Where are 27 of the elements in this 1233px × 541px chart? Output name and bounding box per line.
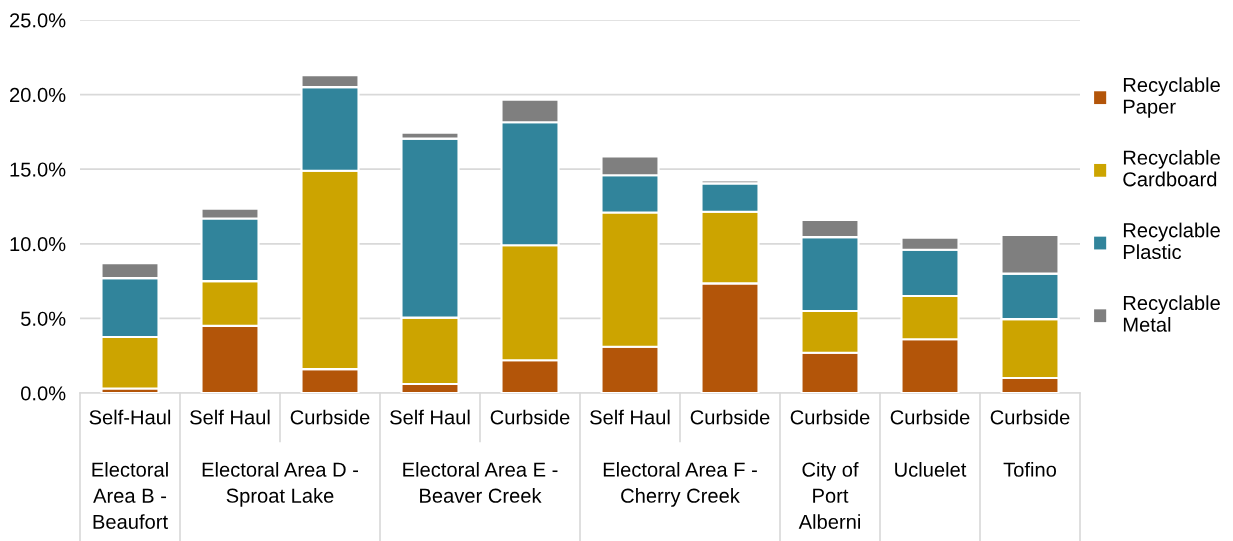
legend-label: Recyclable Plastic (1123, 222, 1220, 260)
text: Ucluelet (895, 462, 967, 477)
x-tick-label: Curbside (790, 409, 870, 425)
x-tick-label: Curbside (490, 409, 570, 425)
y-tick-label: 5.0% (21, 311, 66, 326)
text: Electoral Area D - Sproat Lake (202, 462, 359, 507)
y-tick-label: 25.0% (10, 13, 66, 28)
x-tick-label: Self Haul (590, 409, 670, 425)
legend-label: Recyclable Paper (1123, 77, 1220, 118)
y-tick-label: 0.0% (21, 386, 66, 401)
x-tick-label: Curbside (690, 409, 770, 425)
legend-label: Recyclable Cardboard (1123, 149, 1220, 187)
text: Electoral Area E - Beaver Creek (403, 462, 558, 503)
x-tick-label: Self-Haul (89, 409, 171, 425)
x-tick-label: Self Haul (190, 409, 270, 425)
y-tick-label: 15.0% (10, 162, 66, 177)
x-tick-label: Curbside (290, 409, 370, 425)
y-tick-label: 10.0% (10, 237, 66, 252)
legend-label: Recyclable Metal (1123, 295, 1220, 332)
x-tick-label: Curbside (990, 409, 1070, 425)
x-tick-label: Curbside (890, 409, 970, 425)
text: Electoral Area B - Beaufort (92, 462, 168, 529)
text: Tofino (1003, 462, 1057, 477)
y-tick-label: 20.0% (10, 87, 66, 103)
x-tick-label: Self Haul (390, 409, 470, 425)
text: Electoral Area F - Cherry Creek (603, 462, 757, 507)
text: City of Port Alberni (798, 462, 860, 529)
